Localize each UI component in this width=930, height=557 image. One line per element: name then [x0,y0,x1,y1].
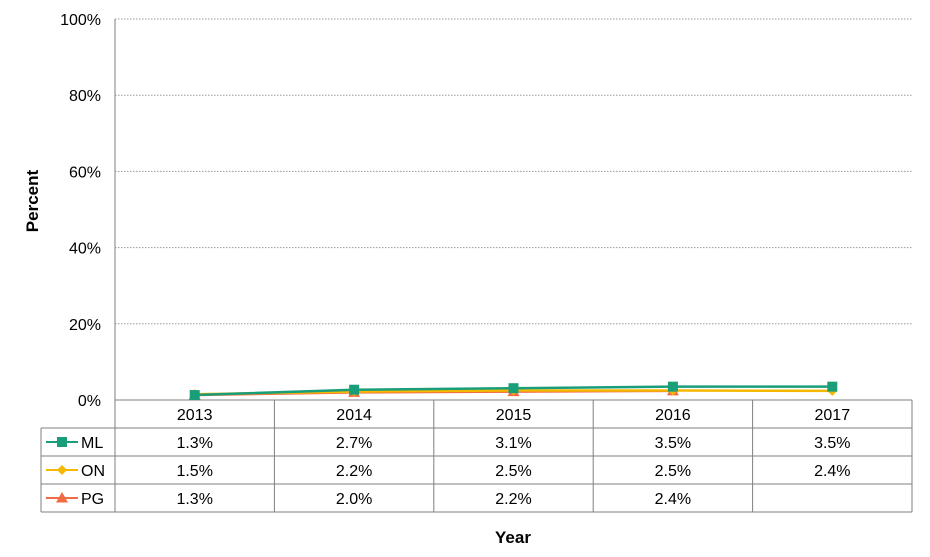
data-cell: 2.4% [814,463,850,480]
data-point-ml [349,384,360,395]
y-tick-label: 100% [60,12,101,29]
x-tick-label: 2016 [655,407,691,424]
data-cell: 1.3% [176,435,212,452]
y-tick-label: 80% [69,88,101,105]
data-cell: 2.2% [495,491,531,508]
data-point-ml [827,381,838,392]
y-tick-label: 60% [69,164,101,181]
y-tick-label: 40% [69,241,101,258]
legend-label: ON [81,463,105,480]
legend-marker [56,492,68,503]
data-cell: 1.3% [176,491,212,508]
data-point-ml [189,390,200,401]
data-point-ml [667,381,678,392]
data-point-ml [508,383,519,394]
x-axis-title: Year [495,528,531,547]
legend-marker [57,465,67,475]
data-table: 2013 2014 2015 2016 2017 ML 1.3% 2.7% 3.1% 3.5% 3.… [40,399,913,513]
x-tick-label: 2013 [177,407,213,424]
y-axis-ticks: 0% 20% 40% 60% 80% 100% [60,12,101,410]
x-tick-label: 2014 [336,407,372,424]
data-cell: 2.4% [655,491,691,508]
legend-marker [57,437,67,447]
y-tick-label: 20% [69,317,101,334]
legend-label: ML [81,435,103,452]
series-lines [188,381,838,401]
x-tick-label: 2015 [496,407,532,424]
data-cell: 2.5% [655,463,691,480]
x-tick-label: 2017 [815,407,851,424]
data-cell: 2.2% [336,463,372,480]
y-tick-label: 0% [78,393,101,410]
data-cell: 2.5% [495,463,531,480]
gridlines [114,18,912,400]
data-cell: 2.0% [336,491,372,508]
data-cell: 3.5% [814,435,850,452]
y-axis-title: Percent [23,169,42,232]
data-cell: 1.5% [176,463,212,480]
legend-label: PG [81,491,104,508]
data-cell: 3.1% [495,435,531,452]
data-cell: 2.7% [336,435,372,452]
data-cell: 3.5% [655,435,691,452]
